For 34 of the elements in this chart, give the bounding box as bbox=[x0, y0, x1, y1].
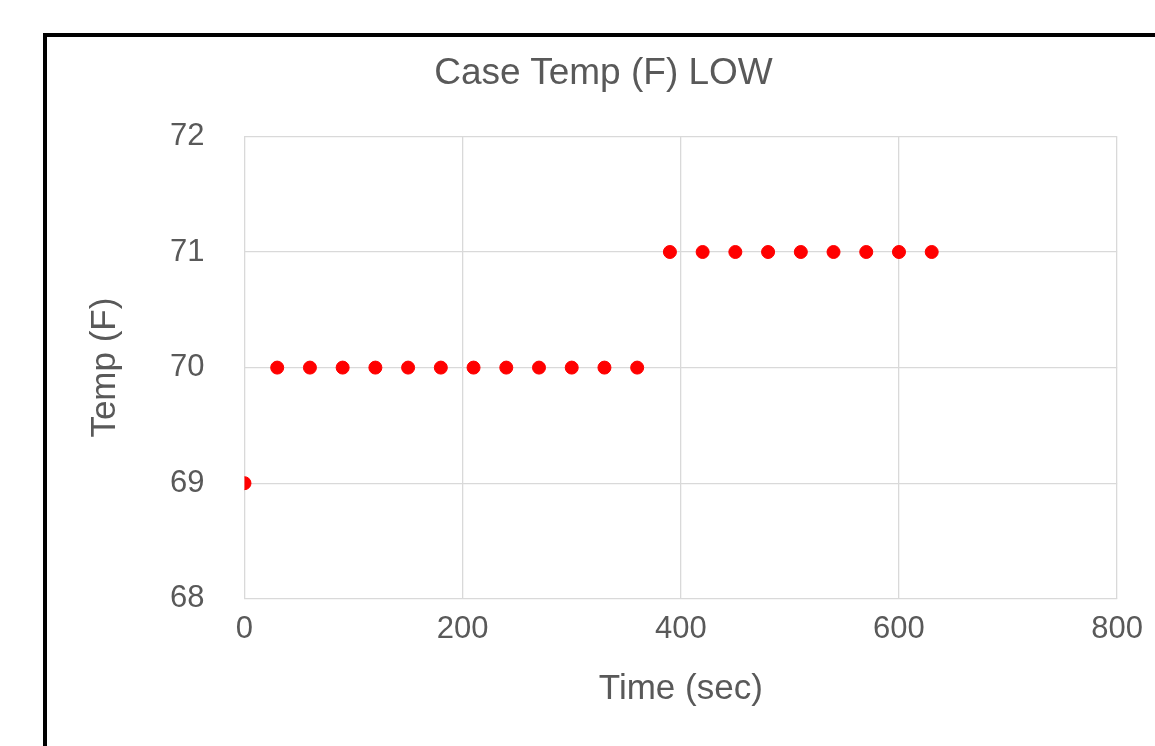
y-tick-label: 70 bbox=[170, 348, 205, 384]
x-tick-label: 0 bbox=[235, 609, 254, 645]
point bbox=[597, 360, 612, 375]
point bbox=[728, 245, 743, 259]
chart-title: Case Temp (F) LOW bbox=[434, 51, 773, 93]
point bbox=[335, 360, 350, 375]
point bbox=[924, 245, 939, 259]
point bbox=[662, 245, 677, 259]
y-tick-label: 71 bbox=[170, 232, 205, 268]
point bbox=[891, 245, 906, 259]
point bbox=[826, 245, 841, 259]
x-tick-label: 600 bbox=[873, 609, 925, 645]
x-tick-label: 200 bbox=[436, 609, 489, 645]
point bbox=[564, 360, 579, 375]
point bbox=[859, 245, 874, 259]
point bbox=[302, 360, 317, 375]
x-axis-title: Time (sec) bbox=[598, 666, 763, 706]
point bbox=[499, 360, 514, 375]
point bbox=[532, 360, 546, 375]
point bbox=[433, 360, 448, 375]
point bbox=[466, 360, 481, 375]
point bbox=[401, 360, 416, 375]
point bbox=[630, 360, 645, 375]
point bbox=[695, 245, 710, 259]
point bbox=[368, 360, 383, 375]
y-axis-title: Temp (F) bbox=[82, 297, 122, 438]
x-tick-label: 800 bbox=[1091, 609, 1144, 645]
y-tick-label: 69 bbox=[170, 463, 205, 499]
point bbox=[761, 245, 776, 259]
y-tick-label: 72 bbox=[170, 116, 205, 152]
x-tick-label: 400 bbox=[654, 609, 707, 645]
point bbox=[793, 245, 808, 259]
point bbox=[270, 360, 285, 375]
y-tick-label: 68 bbox=[170, 579, 205, 615]
